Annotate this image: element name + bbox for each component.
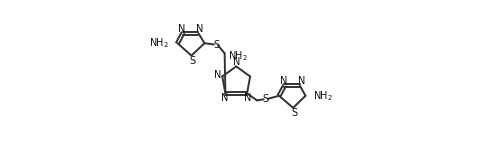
Text: N: N bbox=[298, 76, 305, 86]
Text: S: S bbox=[291, 108, 298, 118]
Text: NH$_2$: NH$_2$ bbox=[149, 36, 169, 50]
Text: N: N bbox=[244, 93, 251, 103]
Text: S: S bbox=[213, 40, 219, 50]
Text: N: N bbox=[214, 70, 221, 80]
Text: NH$_2$: NH$_2$ bbox=[228, 49, 248, 63]
Text: N: N bbox=[279, 76, 287, 86]
Text: N: N bbox=[196, 24, 204, 34]
Text: NH$_2$: NH$_2$ bbox=[313, 89, 333, 103]
Text: N: N bbox=[221, 93, 228, 103]
Text: N: N bbox=[178, 24, 185, 34]
Text: N: N bbox=[233, 57, 240, 67]
Text: S: S bbox=[189, 56, 195, 66]
Text: S: S bbox=[263, 94, 269, 104]
